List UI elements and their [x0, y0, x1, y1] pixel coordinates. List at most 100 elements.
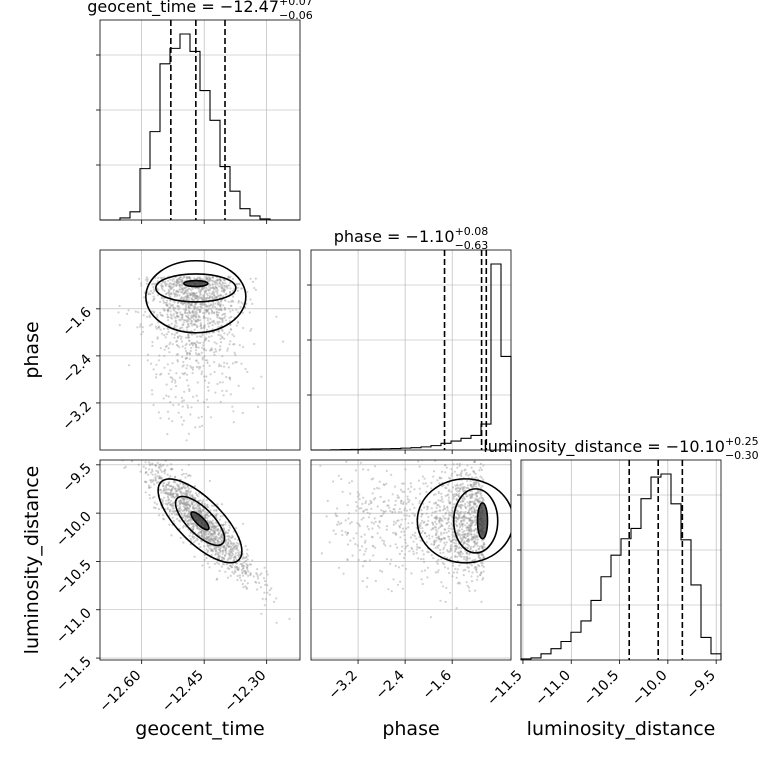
- sample-point: [190, 303, 193, 306]
- sample-point: [182, 497, 185, 500]
- sample-point: [463, 519, 466, 523]
- sample-point: [207, 325, 210, 328]
- sample-point: [217, 537, 220, 540]
- sample-point: [356, 544, 359, 547]
- sample-point: [178, 318, 181, 321]
- sample-point: [192, 306, 196, 309]
- sample-point: [435, 539, 438, 542]
- sample-point: [232, 549, 235, 552]
- sample-point: [176, 504, 179, 507]
- sample-point: [451, 575, 454, 578]
- sample-point: [421, 527, 424, 530]
- sample-point: [160, 491, 163, 494]
- sample-point: [184, 310, 187, 313]
- sample-point: [153, 483, 156, 486]
- sample-point: [424, 524, 427, 527]
- sample-point: [178, 283, 181, 286]
- sample-point: [219, 308, 223, 311]
- sample-point: [474, 446, 476, 448]
- sample-point: [470, 533, 473, 536]
- sample-point: [180, 487, 183, 490]
- sample-point: [200, 303, 203, 306]
- sample-point: [428, 537, 431, 540]
- sample-point: [212, 527, 215, 530]
- sample-point: [436, 504, 439, 507]
- sample-point: [173, 295, 176, 298]
- sample-point: [449, 591, 452, 594]
- sample-point: [411, 512, 414, 515]
- sample-point: [213, 288, 216, 291]
- sample-point: [165, 499, 168, 502]
- sample-point: [183, 390, 186, 393]
- sample-point: [187, 304, 190, 308]
- sample-point: [355, 509, 358, 512]
- sample-point: [176, 289, 179, 292]
- sample-point: [243, 565, 246, 568]
- sample-point: [225, 563, 228, 566]
- sample-point: [482, 541, 485, 544]
- sample-point: [195, 510, 198, 513]
- sample-point: [450, 540, 453, 543]
- sample-point: [203, 535, 206, 538]
- points-group: [319, 446, 511, 619]
- sample-point: [178, 501, 181, 504]
- sample-point: [478, 500, 481, 503]
- sample-point: [191, 298, 194, 302]
- sample-point: [205, 537, 208, 540]
- sample-point: [170, 468, 173, 471]
- sample-point: [160, 470, 163, 473]
- sample-point: [180, 501, 183, 505]
- sample-point: [434, 493, 437, 496]
- sample-point: [411, 547, 414, 551]
- sample-point: [210, 310, 214, 313]
- sample-point: [393, 485, 397, 488]
- sample-point: [467, 526, 470, 529]
- sample-point: [397, 496, 401, 499]
- sample-point: [459, 500, 462, 503]
- sample-point: [481, 546, 484, 550]
- sample-point: [480, 476, 483, 479]
- sample-point: [460, 547, 463, 550]
- sample-point: [253, 342, 256, 346]
- sample-point: [243, 579, 246, 582]
- sample-point: [194, 286, 197, 290]
- sample-point: [387, 499, 390, 502]
- sample-point: [229, 574, 232, 578]
- sample-point: [196, 525, 199, 528]
- sample-point: [169, 503, 172, 506]
- sample-point: [189, 516, 192, 519]
- sample-point: [474, 502, 477, 505]
- sample-point: [219, 300, 222, 303]
- sample-point: [466, 525, 469, 528]
- sample-point: [159, 417, 162, 420]
- sample-point: [399, 580, 402, 583]
- sample-point: [481, 485, 484, 488]
- sample-point: [226, 362, 229, 365]
- sample-point: [221, 282, 224, 285]
- sample-point: [169, 299, 172, 302]
- sample-point: [262, 577, 266, 580]
- sample-point: [356, 491, 359, 494]
- sample-point: [204, 514, 207, 517]
- sample-point: [209, 317, 212, 321]
- sample-point: [344, 531, 347, 534]
- sample-point: [165, 301, 168, 304]
- sample-point: [206, 385, 209, 389]
- sample-point: [481, 553, 484, 556]
- sample-point: [473, 460, 476, 463]
- y-axis-label-luminosity_distance: luminosity_distance: [21, 466, 43, 655]
- sample-point: [476, 498, 479, 501]
- sample-point: [151, 470, 154, 473]
- sample-point: [242, 586, 245, 589]
- sample-point: [172, 307, 175, 310]
- sample-point: [168, 290, 171, 293]
- sample-point: [466, 464, 469, 467]
- sample-point: [194, 315, 198, 318]
- sample-point: [413, 534, 416, 538]
- sample-point: [471, 505, 475, 508]
- y-tick-label-luminosity_distance: −10.0: [53, 509, 95, 551]
- x-tick-label-luminosity_distance: −11.0: [532, 668, 574, 710]
- sample-point: [186, 514, 190, 517]
- sample-point: [270, 587, 273, 590]
- sample-point: [203, 324, 206, 328]
